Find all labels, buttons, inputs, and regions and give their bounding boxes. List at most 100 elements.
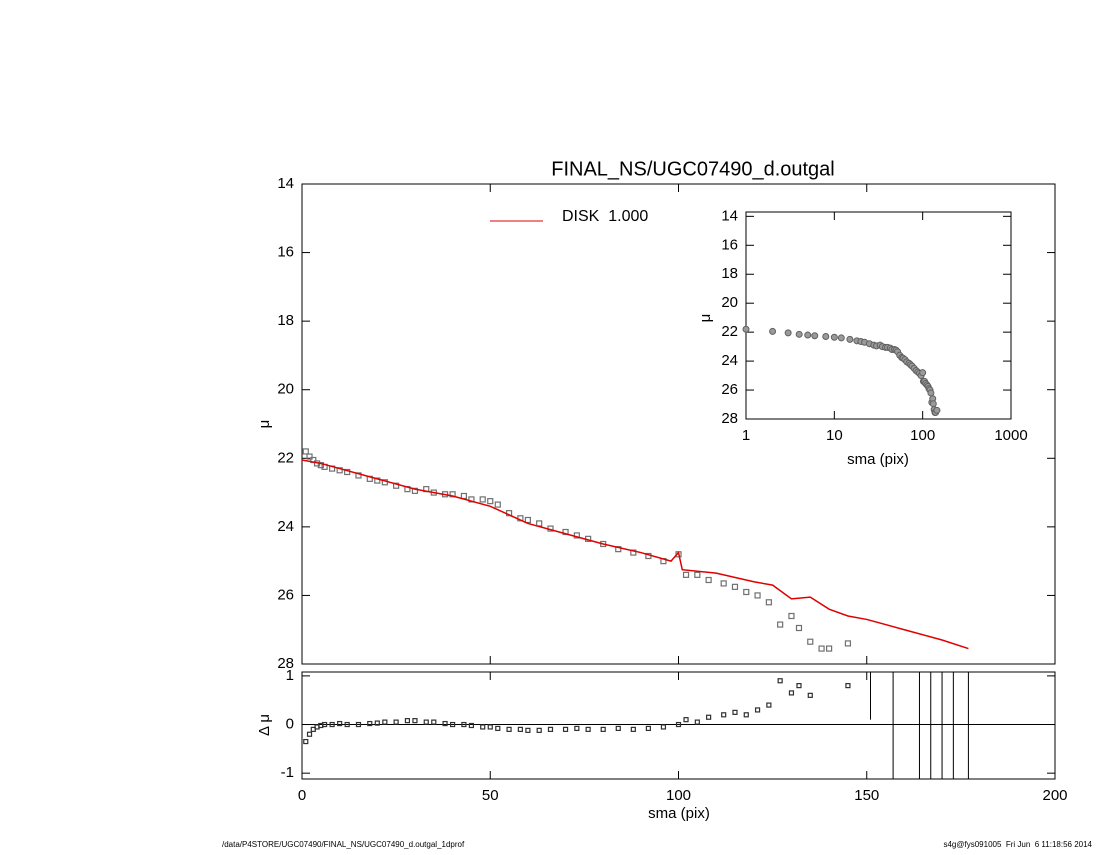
x-tick-label: 100 <box>666 787 691 804</box>
data-point <box>303 738 309 745</box>
data-point <box>536 727 542 733</box>
data-point <box>788 612 795 620</box>
data-point <box>630 726 636 732</box>
inset-point <box>919 369 927 377</box>
data-point <box>562 726 569 732</box>
inset-point <box>784 329 792 337</box>
data-point <box>694 719 700 725</box>
x-tick-label: 50 <box>482 787 499 804</box>
data-point <box>682 571 690 578</box>
data-point <box>807 638 814 645</box>
data-point <box>743 588 750 596</box>
data-point <box>468 722 475 729</box>
y-tick-label: 16 <box>721 236 738 253</box>
data-point <box>788 690 795 696</box>
data-point <box>777 621 784 628</box>
x-axis-label: sma (pix) <box>648 805 710 822</box>
y-tick-label: 0 <box>286 715 294 732</box>
data-point <box>694 571 701 578</box>
data-point <box>765 599 772 606</box>
data-point <box>355 721 362 728</box>
x-tick-label: 0 <box>298 787 306 804</box>
data-point <box>720 580 727 587</box>
data-point <box>337 720 343 727</box>
data-point <box>525 727 531 733</box>
data-point <box>754 592 761 599</box>
y-tick-label: 20 <box>721 294 738 311</box>
data-point <box>321 721 328 728</box>
data-point <box>630 549 637 556</box>
data-point <box>302 448 309 455</box>
x-tick-label: 200 <box>1042 787 1067 804</box>
data-point <box>306 731 313 737</box>
y-tick-label: 24 <box>277 518 294 535</box>
main-frame <box>301 183 1056 665</box>
x-tick-label: 1000 <box>994 427 1027 444</box>
data-point <box>777 678 783 684</box>
data-point <box>600 726 606 732</box>
data-point <box>494 501 501 508</box>
data-point <box>393 482 400 489</box>
x-tick-label: 10 <box>826 427 843 444</box>
data-point <box>495 725 501 732</box>
y-axis-label: μ <box>256 420 273 429</box>
data-point <box>317 462 324 469</box>
x-tick-label: 150 <box>854 787 879 804</box>
y-axis-label: Δ μ <box>256 714 273 736</box>
inset-frame <box>745 211 1012 420</box>
inset-point <box>846 335 854 343</box>
y-tick-label: 22 <box>277 449 294 466</box>
data-point <box>536 520 543 527</box>
data-point <box>306 453 313 460</box>
data-point <box>412 718 418 724</box>
inset-point <box>837 334 845 342</box>
data-point <box>645 725 651 732</box>
data-point <box>766 702 772 708</box>
inset-point <box>830 333 838 341</box>
data-point <box>732 709 738 715</box>
y-tick-label: 26 <box>721 381 738 398</box>
data-point <box>660 724 667 730</box>
legend-label: DISK 1.000 <box>562 208 648 225</box>
y-tick-label: 14 <box>277 175 294 192</box>
data-point <box>807 692 813 698</box>
data-point <box>743 712 749 718</box>
data-point <box>480 724 486 730</box>
data-point <box>329 721 335 728</box>
y-tick-label: 22 <box>721 323 738 340</box>
data-point <box>431 719 437 725</box>
data-point <box>818 645 825 652</box>
data-point <box>562 528 569 536</box>
data-point <box>825 645 833 652</box>
inset-point <box>933 406 941 414</box>
data-point <box>705 576 712 584</box>
data-point <box>795 624 803 632</box>
y-tick-label: 18 <box>277 312 294 329</box>
y-tick-label: 14 <box>721 207 738 224</box>
data-point <box>355 472 362 479</box>
inset-point <box>742 325 750 333</box>
footer-left: /data/P4STORE/UGC07490/FINAL_NS/UGC07490… <box>222 840 465 849</box>
data-point <box>374 477 381 484</box>
inset-point <box>822 332 830 340</box>
y-tick-label: 28 <box>277 655 294 672</box>
data-point <box>374 720 380 726</box>
y-tick-label: 18 <box>721 265 738 282</box>
inset-point <box>769 327 777 335</box>
y-tick-label: -1 <box>281 764 294 781</box>
inset-x-axis-label: sma (pix) <box>847 451 909 468</box>
data-point <box>585 726 591 732</box>
data-point <box>574 725 580 732</box>
data-point <box>615 725 621 732</box>
chart-title: FINAL_NS/UGC07490_d.outgal <box>551 158 835 180</box>
data-point <box>367 720 373 727</box>
footer-right: s4g@fys091005 Fri Jun 6 11:18:56 2014 <box>943 840 1092 849</box>
data-point <box>731 583 739 590</box>
y-tick-label: 1 <box>286 667 294 684</box>
data-point <box>615 546 622 553</box>
data-point <box>547 726 554 732</box>
data-point <box>404 718 411 724</box>
y-tick-label: 26 <box>277 586 294 603</box>
data-point <box>411 487 419 494</box>
data-point <box>460 492 467 500</box>
